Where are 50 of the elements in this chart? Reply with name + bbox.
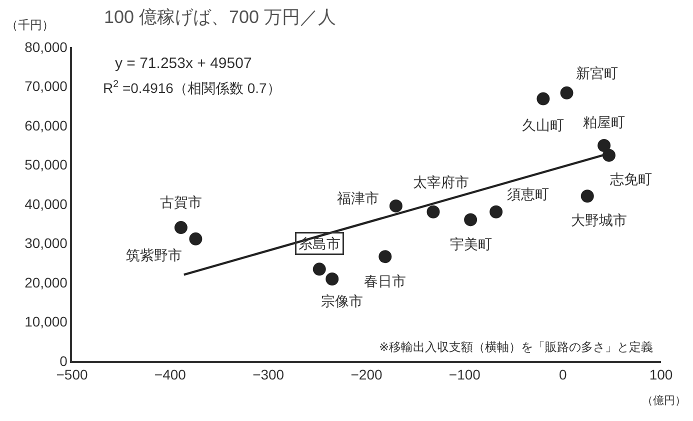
annotation: 須恵町: [507, 186, 549, 202]
annotation: 筑紫野市: [126, 247, 182, 263]
x-axis-title: （億円）: [642, 394, 686, 407]
annotation: 志免町: [610, 171, 652, 187]
annotation: 宇美町: [450, 236, 492, 252]
x-tick-label: −300: [252, 366, 284, 383]
annotation: 糸島市: [298, 236, 340, 252]
y-tick-label: 0: [60, 352, 68, 369]
y-tick-label: 80,000: [24, 38, 68, 55]
y-tick-label: 20,000: [24, 274, 68, 290]
point: [580, 190, 594, 203]
annotation: 久山町: [522, 117, 564, 133]
annotation: 新宮町: [576, 65, 618, 81]
y-tick-label: 40,000: [24, 196, 68, 212]
point: [602, 148, 616, 162]
x-tick-label: 0: [558, 366, 567, 383]
annotation: 古賀市: [160, 194, 202, 210]
y-tick-label: 60,000: [24, 117, 68, 134]
annotation: ※移輸出入収支額（横軸）を「販路の多さ」と定義: [379, 340, 654, 354]
x-tick-label: −400: [154, 366, 186, 383]
y-tick-label: 50,000: [24, 156, 68, 173]
point: [189, 232, 202, 246]
x-tick-label: 100: [649, 366, 673, 383]
point: [426, 205, 440, 218]
y-tick-label: 10,000: [24, 314, 68, 330]
point: [536, 92, 550, 106]
y-tick-label: 30,000: [24, 235, 68, 252]
annotation: y = 71.253x + 49507: [115, 55, 252, 72]
point: [174, 221, 188, 234]
point: [312, 262, 326, 276]
annotation: 福津市: [337, 190, 379, 206]
point: [378, 250, 392, 264]
chart-title: 100 億稼げば、700 万円／人: [104, 7, 336, 28]
point: [560, 86, 574, 100]
point: [598, 139, 611, 152]
annotation: 宗像市: [321, 293, 363, 309]
point: [389, 199, 402, 212]
y-tick-label: 70,000: [24, 78, 68, 94]
point: [490, 205, 503, 218]
annotation: 大野城市: [571, 212, 627, 228]
x-tick-label: −200: [350, 366, 382, 383]
y-axis-title: （千円）: [6, 18, 54, 32]
annotation: 粕屋町: [583, 114, 625, 130]
x-tick-label: −100: [448, 366, 481, 383]
annotation: 春日市: [364, 273, 406, 289]
x-tick-label: −500: [56, 366, 88, 383]
point: [464, 213, 478, 226]
point: [326, 272, 339, 286]
annotation: R$^{2}$ =0.4916（相関係数 0.7）: [103, 79, 281, 96]
annotation: 太宰府市: [413, 174, 469, 190]
